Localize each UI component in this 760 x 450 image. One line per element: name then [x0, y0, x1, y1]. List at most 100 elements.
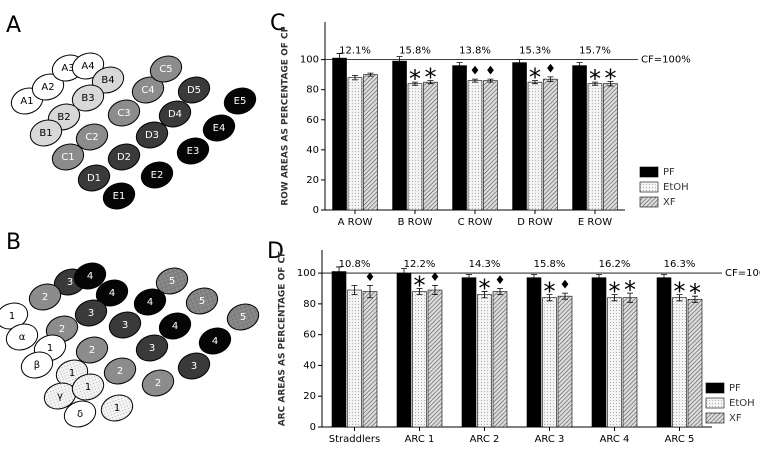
barrel-label: D4 [168, 109, 182, 120]
bar [427, 289, 443, 428]
significance-marker: * [589, 65, 601, 93]
bar [527, 81, 543, 211]
group-label: 12.2% [404, 259, 436, 270]
bar [412, 291, 427, 428]
x-tick-label: ARC 1 [405, 434, 435, 445]
error-bar [547, 76, 554, 82]
x-tick-label: ARC 5 [665, 434, 695, 445]
error-bar [351, 285, 358, 296]
barrel-label: D1 [87, 173, 101, 184]
x-tick-label: ARC 4 [600, 434, 630, 445]
y-tick-label: 80 [303, 299, 316, 310]
bar [477, 294, 492, 428]
legend-label: EtOH [729, 398, 755, 409]
significance-marker: * [409, 65, 421, 93]
error-bar [336, 266, 342, 277]
barrel [131, 76, 165, 104]
barrel-label: 2 [117, 366, 123, 377]
bar [542, 297, 557, 428]
barrel [149, 55, 183, 83]
barrel [51, 143, 85, 171]
group-label: 10.8% [339, 259, 371, 270]
error-bar [546, 294, 553, 302]
barrel [71, 373, 105, 401]
barrel-label: 2 [59, 324, 65, 335]
barrel-label: A1 [20, 96, 33, 107]
panel-letter: B [6, 230, 21, 255]
reference-label: CF=100% [641, 55, 691, 66]
error-bar [367, 72, 374, 77]
error-bar [611, 294, 618, 302]
significance-marker: * [479, 275, 491, 303]
x-tick-label: D ROW [517, 217, 553, 228]
barrel-label: 1 [9, 311, 15, 322]
y-axis-label: ROW AREAS AS PERCENTAGE OF CF [281, 26, 291, 206]
barrel [198, 327, 232, 355]
bar [492, 291, 508, 428]
y-tick-label: 60 [306, 115, 319, 126]
y-tick-label: 0 [310, 422, 316, 433]
x-tick-label: E ROW [578, 217, 612, 228]
barrel [155, 267, 189, 295]
bar [572, 65, 587, 211]
significance-marker: ♦ [560, 278, 571, 292]
barrel [20, 351, 54, 379]
barrel-label: A2 [41, 82, 54, 93]
barrel-label: β [34, 360, 40, 371]
group-label: 12.1% [339, 46, 371, 57]
barrel-label: 2 [42, 292, 48, 303]
barrel [75, 336, 109, 364]
reference-label: CF=100% [725, 268, 760, 279]
barrel [133, 288, 167, 316]
error-bar [427, 80, 434, 85]
error-bar [676, 294, 683, 302]
x-tick-label: A ROW [338, 217, 373, 228]
significance-marker: * [609, 278, 621, 306]
barrel [177, 76, 211, 104]
legend-swatch [705, 412, 725, 424]
barrel [202, 114, 236, 142]
barrel-label: B3 [81, 93, 94, 104]
significance-marker: * [544, 278, 556, 306]
barrel [29, 119, 63, 147]
barrel-label: γ [57, 391, 63, 402]
error-bar [472, 78, 478, 83]
bar [396, 272, 412, 428]
bar [362, 291, 378, 428]
error-bar [627, 292, 633, 303]
barrel-label: B4 [101, 75, 114, 86]
barrel-label: 4 [147, 297, 153, 308]
y-tick-label: 80 [306, 85, 319, 96]
barrel [103, 357, 137, 385]
barrel [95, 279, 129, 307]
y-tick-label: 20 [303, 391, 316, 402]
bar [332, 57, 347, 211]
bar [526, 277, 542, 428]
y-tick-label: 100 [300, 55, 319, 66]
barrel-label: C5 [159, 64, 172, 75]
barrel-label: 4 [109, 288, 115, 299]
group-label: 15.7% [579, 46, 611, 57]
error-bar [532, 80, 538, 85]
bar [687, 298, 703, 428]
y-tick-label: 40 [306, 145, 319, 156]
barrel [108, 311, 142, 339]
legend-swatch [705, 397, 725, 409]
barrel-label: 5 [169, 276, 175, 287]
bar [461, 277, 477, 428]
barrel-label: D2 [117, 152, 131, 163]
y-tick-label: 60 [303, 330, 316, 341]
legend-label: XF [663, 197, 676, 208]
significance-marker: ♦ [470, 64, 481, 78]
bar [407, 83, 423, 211]
error-bar [412, 81, 418, 86]
barrel-label: C2 [85, 132, 98, 143]
barrel-label: 3 [67, 277, 73, 288]
bar [622, 297, 638, 428]
bar [591, 277, 607, 428]
error-bar [401, 268, 407, 279]
y-axis-label: ARC AREAS AS PERCENTAGE OF CF [278, 251, 288, 427]
barrel-label: 1 [47, 343, 53, 354]
bar [557, 295, 573, 428]
